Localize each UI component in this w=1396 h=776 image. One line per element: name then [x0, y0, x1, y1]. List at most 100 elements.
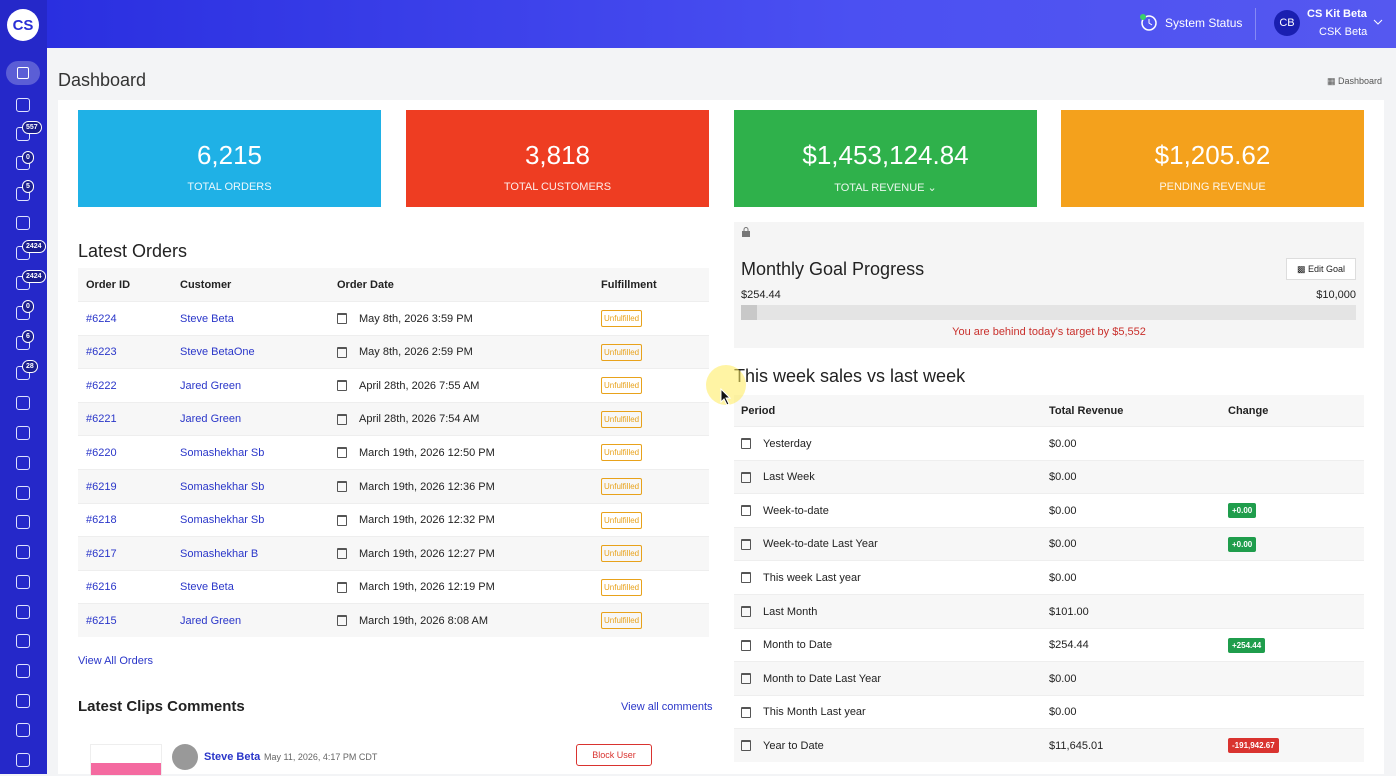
period: Yesterday [763, 437, 812, 450]
nav-icon[interactable] [16, 216, 30, 230]
period-cell: Month to Date Last Year [741, 673, 881, 685]
column-header: Change [1228, 404, 1269, 417]
order-id[interactable]: #6221 [86, 413, 117, 426]
nav-icon[interactable] [16, 396, 30, 410]
period: Week-to-date [763, 504, 829, 517]
order-date-cell: April 28th, 2026 7:55 AM [337, 380, 479, 392]
system-status[interactable]: System Status [1165, 16, 1243, 30]
order-date-cell: May 8th, 2026 3:59 PM [337, 313, 473, 325]
order-id[interactable]: #6223 [86, 346, 117, 359]
order-row: #6222 Jared Green April 28th, 2026 7:55 AM… [78, 368, 709, 402]
stat-value: $1,205.62 [1154, 140, 1271, 170]
period-cell: Week-to-date [741, 505, 829, 517]
order-id[interactable]: #6222 [86, 379, 117, 392]
nav-icon[interactable] [16, 426, 30, 440]
order-date-cell: March 19th, 2026 12:27 PM [337, 548, 495, 560]
week-header: Period Total Revenue Change [734, 395, 1364, 426]
nav-icon[interactable] [16, 634, 30, 648]
goal-target: $10,000 [1316, 289, 1356, 301]
customer[interactable]: Steve Beta [180, 581, 234, 594]
period-cell: Last Month [741, 606, 817, 618]
clip-thumbnail [90, 744, 162, 776]
nav-icon[interactable] [6, 61, 40, 85]
calendar-icon [337, 313, 347, 325]
view-all-orders[interactable]: View All Orders [78, 655, 153, 667]
nav-icon[interactable] [16, 575, 30, 589]
order-id[interactable]: #6218 [86, 514, 117, 527]
week-row: Last Week $0.00 [734, 459, 1364, 494]
customer[interactable]: Jared Green [180, 614, 242, 627]
order-date: March 19th, 2026 12:36 PM [359, 480, 495, 493]
nav-icon[interactable] [16, 664, 30, 678]
period-cell: Yesterday [741, 438, 812, 450]
period: Last Month [763, 605, 818, 618]
calendar-icon [741, 438, 751, 450]
nav-badge: 28 [22, 360, 38, 373]
comment-user[interactable]: Steve Beta [204, 751, 261, 763]
view-all-comments[interactable]: View all comments [621, 701, 713, 713]
avatar[interactable]: CB [1274, 10, 1300, 36]
fulfillment: Unfulfilled [601, 377, 643, 395]
fulfillment: Unfulfilled [601, 343, 643, 361]
customer[interactable]: Jared Green [180, 413, 242, 426]
customer[interactable]: Somashekhar Sb [180, 480, 265, 493]
nav-icon[interactable] [16, 515, 30, 529]
customer[interactable]: Somashekhar B [180, 547, 259, 560]
change-badge: -191,942.67 [1228, 738, 1279, 754]
period: Last Week [763, 471, 815, 484]
customer[interactable]: Somashekhar Sb [180, 514, 265, 527]
nav-icon[interactable] [16, 694, 30, 708]
order-id[interactable]: #6215 [86, 614, 117, 627]
edit-goal-text[interactable]: Edit Goal [1307, 264, 1346, 274]
revenue: $11,645.01 [1049, 739, 1104, 752]
customer[interactable]: Somashekhar Sb [180, 446, 265, 459]
fulfillment: Unfulfilled [601, 612, 643, 630]
order-id[interactable]: #6216 [86, 581, 117, 594]
customer[interactable]: Jared Green [180, 379, 242, 392]
column-header: Fulfillment [601, 278, 657, 291]
progress-track [741, 305, 1356, 320]
nav-icon-home[interactable] [17, 67, 29, 79]
nav-icon[interactable] [16, 486, 30, 500]
period-cell: This week Last year [741, 572, 861, 584]
period: This week Last year [763, 571, 861, 584]
nav-badge: 2424 [22, 240, 46, 253]
nav-icon[interactable] [16, 723, 30, 737]
divider [1255, 8, 1256, 40]
customer[interactable]: Steve Beta [180, 312, 234, 325]
block-user-button[interactable]: Block User [576, 744, 652, 766]
order-row: #6219 Somashekhar Sb March 19th, 2026 12:3… [78, 469, 709, 503]
nav-icon[interactable] [16, 456, 30, 470]
nav-icon[interactable] [16, 98, 30, 112]
week-row: Yesterday $0.00 [734, 426, 1364, 460]
order-id[interactable]: #6224 [86, 312, 117, 325]
revenue: $101.00 [1049, 605, 1089, 618]
stat-card[interactable]: $1,453,124.84 TOTAL REVENUE ⌄ [734, 110, 1037, 207]
nav-badge: 0 [22, 151, 34, 164]
order-id[interactable]: #6220 [86, 446, 117, 459]
nav-icon[interactable] [16, 605, 30, 619]
fulfillment: Unfulfilled [601, 478, 643, 495]
progress-bar [741, 305, 757, 320]
breadcrumb-text[interactable]: Dashboard [1338, 76, 1383, 86]
logo[interactable]: CS [7, 9, 39, 41]
nav-icon[interactable] [16, 753, 30, 767]
order-date: April 28th, 2026 7:55 AM [359, 379, 480, 392]
order-id[interactable]: #6219 [86, 480, 117, 493]
edit-goal-button[interactable]: ▩ Edit Goal [1286, 258, 1356, 280]
goal-message: You are behind today's target by $5,552 [952, 326, 1146, 338]
revenue: $0.00 [1049, 437, 1077, 450]
order-id[interactable]: #6217 [86, 547, 117, 560]
order-row: #6224 Steve Beta May 8th, 2026 3:59 PM Unfu… [78, 301, 709, 335]
period: Month to Date Last Year [763, 672, 882, 685]
nav-icon[interactable] [16, 545, 30, 559]
column-header: Customer [180, 278, 232, 291]
orders-header: Order ID Customer Order Date Fulfillment [78, 268, 709, 301]
breadcrumb[interactable]: ▦ Dashboard [1327, 76, 1383, 86]
chevron[interactable] [1373, 18, 1383, 26]
customer[interactable]: Steve BetaOne [180, 346, 255, 359]
user-name[interactable]: CS Kit Beta [1307, 8, 1367, 20]
user-role: CSK Beta [1319, 26, 1368, 38]
order-row: #6221 Jared Green April 28th, 2026 7:54 AM… [78, 401, 709, 436]
